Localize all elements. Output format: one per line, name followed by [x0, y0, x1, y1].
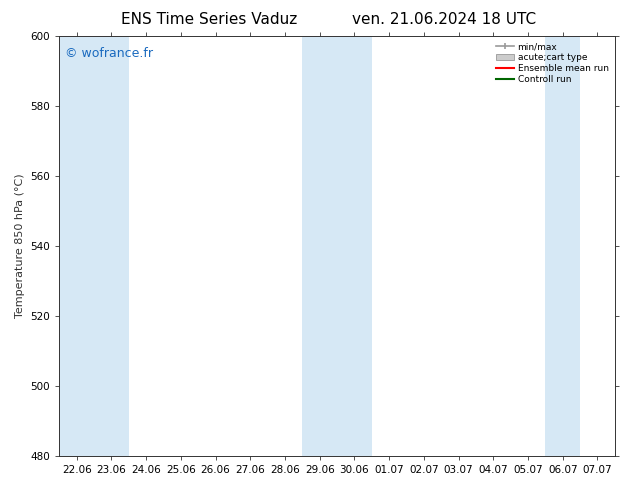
Legend: min/max, acute;cart type, Ensemble mean run, Controll run: min/max, acute;cart type, Ensemble mean … — [494, 41, 611, 86]
Text: © wofrance.fr: © wofrance.fr — [65, 47, 153, 60]
Bar — [60, 36, 94, 456]
Bar — [337, 36, 372, 456]
Text: ven. 21.06.2024 18 UTC: ven. 21.06.2024 18 UTC — [352, 12, 536, 27]
Bar — [94, 36, 129, 456]
Bar — [545, 36, 580, 456]
Text: ENS Time Series Vaduz: ENS Time Series Vaduz — [121, 12, 297, 27]
Y-axis label: Temperature 850 hPa (°C): Temperature 850 hPa (°C) — [15, 174, 25, 318]
Bar — [302, 36, 337, 456]
